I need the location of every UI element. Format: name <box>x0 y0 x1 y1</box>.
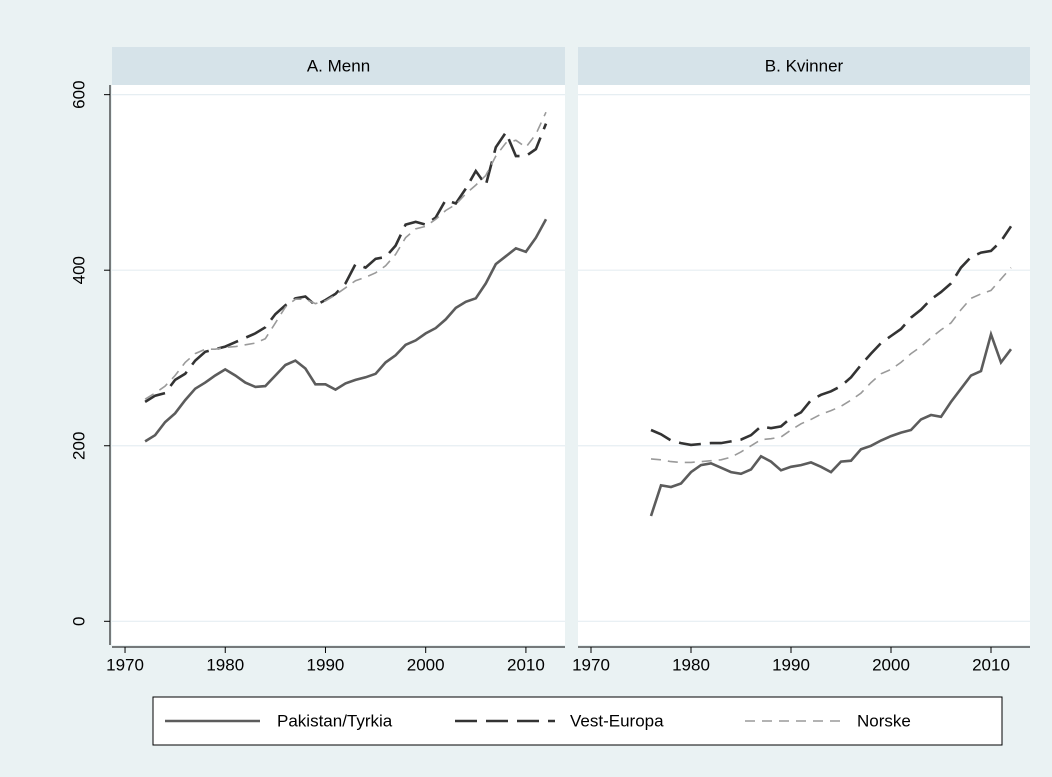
y-tick-label: 600 <box>69 80 88 108</box>
panel-strip <box>112 47 565 85</box>
y-tick-label: 200 <box>69 432 88 460</box>
plot-area <box>112 85 565 645</box>
series-line <box>650 267 1012 464</box>
x-tick-label: 2000 <box>407 655 445 674</box>
x-tick-label: 1970 <box>106 655 144 674</box>
legend-label: Vest-Europa <box>570 711 664 730</box>
x-tick-label: 1980 <box>672 655 710 674</box>
panel-title: A. Menn <box>307 56 370 75</box>
panel-title: B. Kvinner <box>765 56 844 75</box>
plot-area <box>578 85 1030 645</box>
series-line <box>144 123 548 404</box>
legend-entries: Pakistan/Tyrkia Vest-Europa Norske <box>165 711 911 730</box>
x-tick-label: 2010 <box>507 655 545 674</box>
legend-label: Pakistan/Tyrkia <box>277 711 393 730</box>
series-line <box>144 218 548 443</box>
x-tick-label: 2010 <box>972 655 1010 674</box>
legend <box>152 696 1003 746</box>
series-line <box>144 111 547 400</box>
y-tick-label: 0 <box>69 617 88 626</box>
x-tick-label: 2000 <box>872 655 910 674</box>
series-line <box>650 225 1013 447</box>
legend-label: Norske <box>857 711 911 730</box>
x-tick-label: 1990 <box>772 655 810 674</box>
x-tick-label: 1980 <box>206 655 244 674</box>
x-tick-label: 1990 <box>307 655 345 674</box>
panel-strip <box>578 47 1030 85</box>
y-tick-label: 400 <box>69 256 88 284</box>
x-tick-label: 1970 <box>572 655 610 674</box>
series-line <box>649 329 1013 517</box>
